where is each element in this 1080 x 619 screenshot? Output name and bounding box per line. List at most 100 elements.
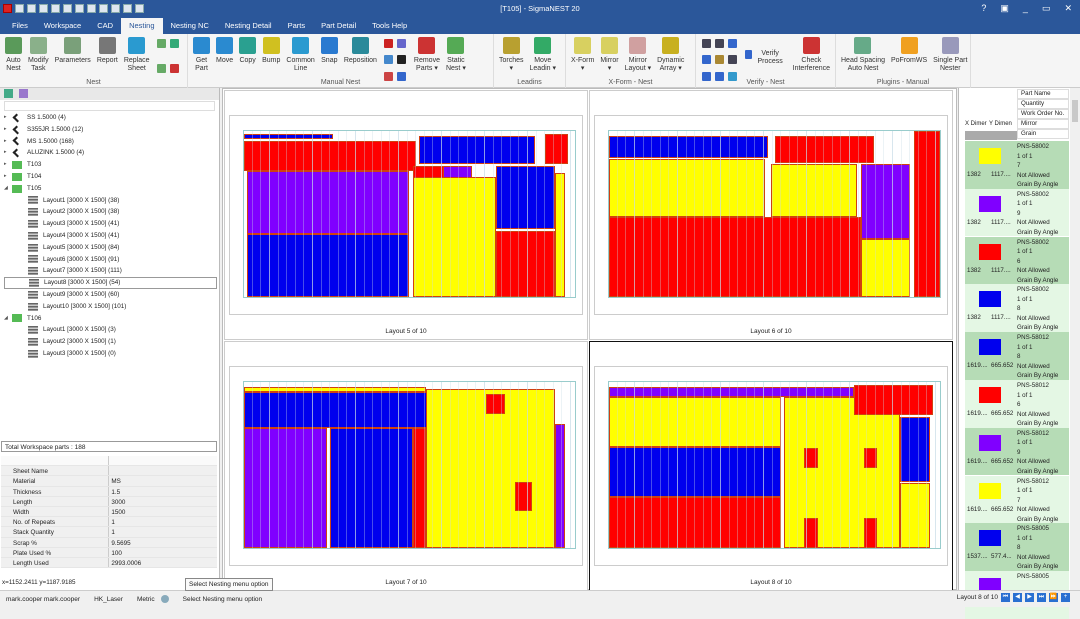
tool-icon[interactable] [169,39,179,48]
expand-toggle-icon[interactable]: ▸ [4,137,7,144]
single-part-button[interactable]: Single Part Nester [930,36,970,88]
tool-icon[interactable] [169,63,179,73]
tree-item-layout[interactable]: Layout3 [3000 X 1500] (0) [4,348,219,360]
tree-item-task[interactable]: ◢ T105 [4,183,219,195]
tab-part-detail[interactable]: Part Detail [321,21,357,30]
tree-item-layout[interactable]: Layout2 [3000 X 1500] (1) [4,336,219,348]
expand-toggle-icon[interactable]: ▸ [4,125,7,132]
tool-icon[interactable] [715,39,724,48]
tab-nesting-nc[interactable]: Nesting NC [170,21,209,30]
tool-icon[interactable] [728,39,737,48]
layout-view-icon[interactable] [19,89,28,98]
report-button[interactable]: Report [94,36,121,88]
tab-cad[interactable]: CAD [97,21,114,30]
tree-item-task[interactable]: ◢ T106 [4,313,219,325]
tool-icon[interactable] [99,4,108,13]
expand-toggle-icon[interactable]: ◢ [4,184,8,191]
tree-item-task[interactable]: ▸ T104 [4,171,219,183]
x-dimension-header[interactable]: X Dimer [965,121,987,127]
pofromws-button[interactable]: PoFromWS [888,36,930,88]
tab-nesting-detail[interactable]: Nesting Detail [224,21,272,30]
reposition-button[interactable]: Reposition [341,36,380,88]
tree-item-layout[interactable]: Layout1 [3000 X 1500] (38) [4,195,219,207]
check-button[interactable]: Check Interference [790,36,833,88]
jump-layout-button[interactable]: ⏩ [1049,593,1058,602]
last-layout-button[interactable]: ⏭ [1037,593,1046,602]
part-row[interactable]: 1619.... 665.652 PNS-58012 1 of 1 8 Not Allow… [965,332,1069,380]
tool-icon[interactable] [156,63,166,73]
tree-item-layout[interactable]: Layout3 [3000 X 1500] (41) [4,218,219,230]
tool-icon[interactable] [702,55,711,65]
tree-item-task[interactable]: ▸ T103 [4,159,219,171]
tool-icon[interactable] [383,71,393,81]
part-row[interactable]: 1382 1117.... PNS-58002 1 of 1 6 Not Allowed G… [965,236,1069,285]
tree-item-layout[interactable]: Layout10 [3000 X 1500] (101) [4,301,219,313]
close-button[interactable]: ✕ [1064,3,1072,13]
zoom-icon[interactable] [51,4,60,13]
minimize-button[interactable]: _ [1022,3,1028,13]
dynamic-button[interactable]: Dynamic Array ▾ [654,36,687,88]
replace-button[interactable]: Replace Sheet [121,36,153,88]
maximize-button[interactable]: ▭ [1041,3,1051,13]
layout-pane[interactable]: Layout 8 of 10 [589,341,953,591]
head-spacing-button[interactable]: Head Spacing Auto Nest [838,36,888,88]
layout-pane[interactable]: Layout 7 of 10 [224,341,588,591]
zoom-icon[interactable] [15,4,24,13]
sheet-plate[interactable] [243,130,576,298]
part-row[interactable]: 1382 1117.... PNS-58002 1 of 1 9 Not Allowed G… [965,188,1069,237]
tab-files[interactable]: Files [12,21,28,30]
tool-icon[interactable] [111,4,120,13]
column-header[interactable]: Grain [1017,129,1069,139]
part-row[interactable]: 1619.... 665.652 PNS-58012 1 of 1 6 Not Allow… [965,380,1069,428]
common-button[interactable]: Common Line [283,36,317,88]
tree-item-layout[interactable]: Layout5 [3000 X 1500] (84) [4,242,219,254]
tool-icon[interactable] [396,71,406,81]
tool-icon[interactable] [728,71,737,81]
tree-item-material[interactable]: ▸ MS 1.5000 (168) [4,136,219,148]
sheet-plate[interactable] [608,130,941,298]
verify-process-button[interactable]: Verify Process [742,36,790,88]
expand-toggle-icon[interactable]: ▸ [4,149,7,156]
sheet-plate[interactable] [608,381,941,549]
tab-tools-help[interactable]: Tools Help [372,21,408,30]
tree-item-layout[interactable]: Layout4 [3000 X 1500] (41) [4,230,219,242]
tool-icon[interactable] [156,39,166,48]
restore-ribbon-button[interactable]: ▣ [1000,3,1009,13]
tool-icon[interactable] [715,71,724,81]
remove-button[interactable]: Remove Parts ▾ [411,36,443,88]
tree-item-layout[interactable]: Layout9 [3000 X 1500] (60) [4,289,219,301]
layout-pane[interactable]: Layout 6 of 10 [589,90,953,340]
torches-button[interactable]: Torches ▾ [496,36,527,88]
grid-icon[interactable] [135,4,144,13]
tree-item-material[interactable]: ▸ SS 1.5000 (4) [4,112,219,124]
tool-icon[interactable] [396,55,406,65]
zoom-icon[interactable] [27,4,36,13]
sheet-plate[interactable] [243,381,576,549]
first-layout-button[interactable]: ⏮ [1001,593,1010,602]
settings-icon[interactable] [160,595,169,603]
static-button[interactable]: Static Nest ▾ [443,36,469,88]
tree-item-layout[interactable]: Layout2 [3000 X 1500] (38) [4,206,219,218]
tab-nesting[interactable]: Nesting [121,18,163,34]
help-button[interactable]: ? [981,3,987,13]
zoom-icon[interactable] [75,4,84,13]
tool-icon[interactable] [383,39,393,48]
copy-button[interactable]: Copy [236,36,259,88]
tool-icon[interactable] [702,39,711,48]
part-row[interactable]: 1382 1117.... PNS-58002 1 of 1 8 Not Allowed G… [965,284,1069,332]
expand-toggle-icon[interactable]: ▸ [4,161,7,168]
tab-workspace[interactable]: Workspace [43,21,82,30]
column-header[interactable]: Mirror [1017,119,1069,129]
part-row[interactable]: 1382 1117.... PNS-58002 1 of 1 7 Not Allowed G… [965,141,1069,189]
part-row[interactable]: 1619.... 665.652 PNS-58012 1 of 1 9 Not Allow… [965,427,1069,476]
part-row[interactable]: 1619.... 665.652 PNS-58012 1 of 1 7 Not Allow… [965,475,1069,524]
scrollbar[interactable] [1070,88,1080,590]
tool-icon[interactable] [702,71,711,81]
layout-pane[interactable]: Layout 5 of 10 [224,90,588,340]
auto-button[interactable]: Auto Nest [2,36,25,88]
tool-icon[interactable] [728,55,737,65]
tab-parts[interactable]: Parts [287,21,306,30]
mirror-button[interactable]: Mirror ▾ [597,36,621,88]
zoom-icon[interactable] [39,4,48,13]
window-icon[interactable] [87,4,96,13]
